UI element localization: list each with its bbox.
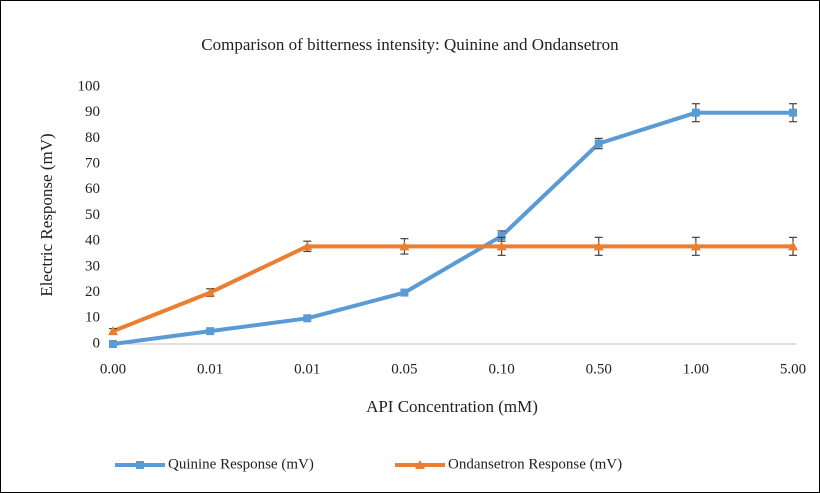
data-point	[593, 241, 604, 251]
x-tick-label: 5.00	[780, 361, 806, 377]
data-point	[206, 327, 215, 336]
data-point	[594, 139, 603, 148]
data-point	[108, 326, 118, 336]
data-point	[302, 241, 313, 251]
y-tick-label: 60	[85, 181, 100, 197]
data-point	[788, 241, 798, 251]
chart-title: Comparison of bitterness intensity: Quin…	[201, 35, 619, 54]
x-tick-label: 0.01	[294, 361, 320, 377]
y-tick-label: 80	[85, 130, 100, 146]
x-tick-label: 0.10	[488, 361, 514, 377]
data-point	[496, 241, 507, 251]
data-point	[399, 241, 410, 251]
x-tick-label: 0.50	[586, 361, 612, 377]
data-point	[691, 108, 700, 117]
series-line	[112, 244, 793, 334]
series-line	[112, 110, 793, 346]
y-tick-label: 0	[93, 335, 101, 351]
legend-marker	[415, 460, 425, 469]
y-tick-label: 40	[85, 233, 100, 249]
data-point	[205, 287, 216, 297]
y-tick-label: 90	[85, 104, 100, 120]
data-point	[400, 288, 409, 297]
y-tick-label: 100	[78, 78, 101, 94]
data-point	[789, 108, 797, 117]
data-point	[497, 232, 506, 241]
data-point	[109, 340, 117, 348]
x-tick-label: 0.05	[391, 361, 417, 377]
legend-marker	[136, 461, 144, 469]
data-point	[303, 314, 312, 323]
data-point	[690, 241, 701, 251]
y-tick-label: 70	[85, 156, 100, 172]
x-tick-label: 1.00	[683, 361, 709, 377]
y-tick-label: 20	[85, 284, 100, 300]
legend-label: Quinine Response (mV)	[168, 456, 314, 472]
x-tick-label: 0.00	[100, 361, 126, 377]
y-tick-label: 30	[85, 258, 100, 274]
y-tick-label: 10	[85, 310, 100, 326]
x-tick-label: 0.01	[197, 361, 223, 377]
x-axis-title: API Concentration (mM)	[366, 397, 538, 416]
y-axis-title: Electric Response (mV)	[37, 133, 56, 296]
y-tick-label: 50	[85, 207, 100, 223]
legend-label: Ondansetron Response (mV)	[448, 456, 622, 472]
